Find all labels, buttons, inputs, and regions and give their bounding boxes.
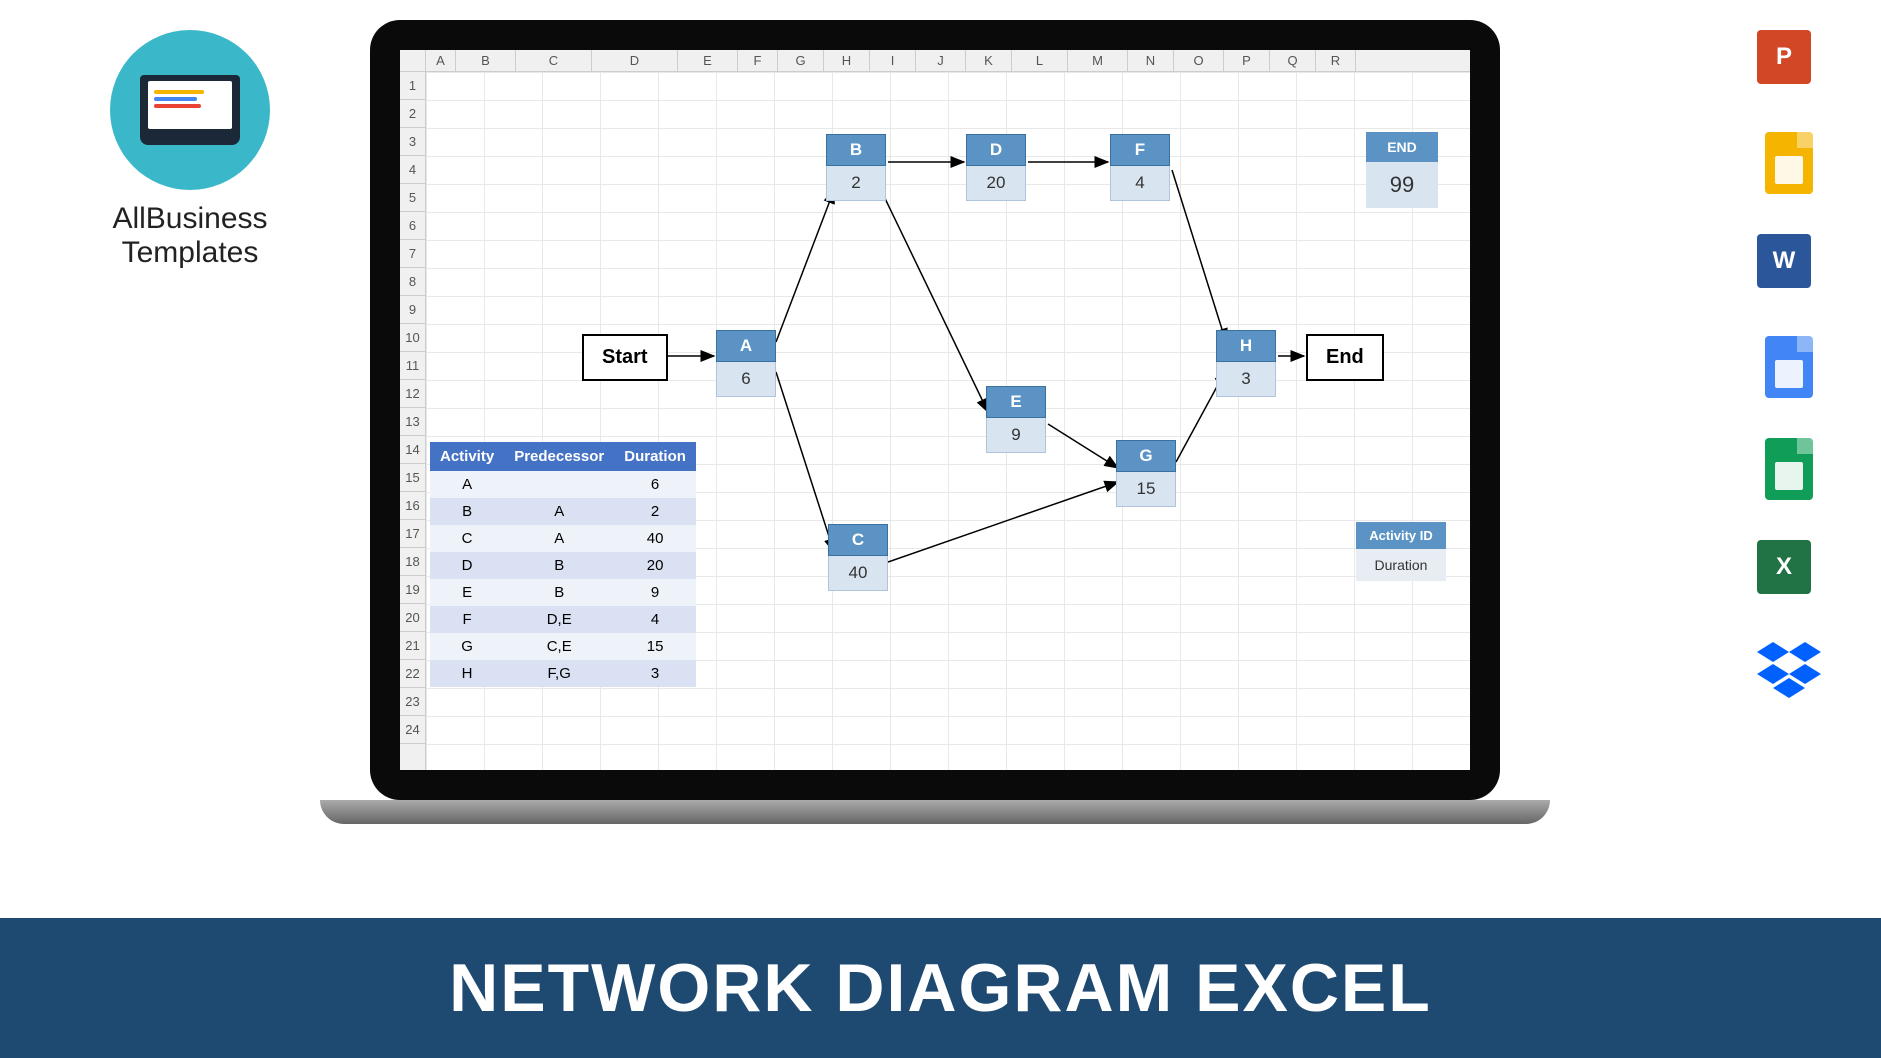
col-header: R <box>1316 50 1356 71</box>
file-format-icons: P W X <box>1757 30 1821 706</box>
col-header: K <box>966 50 1012 71</box>
logo-circle-icon <box>110 30 270 190</box>
table-row: EB9 <box>430 579 696 606</box>
start-node: Start <box>582 334 668 381</box>
row-header: 24 <box>400 716 425 744</box>
col-header: Q <box>1270 50 1316 71</box>
column-headers: ABCDEFGHIJKLMNOPQR <box>400 50 1470 72</box>
row-header: 22 <box>400 660 425 688</box>
row-header: 19 <box>400 576 425 604</box>
col-header: D <box>592 50 678 71</box>
table-row: A6 <box>430 471 696 498</box>
laptop-base <box>320 800 1550 824</box>
row-header: 4 <box>400 156 425 184</box>
table-row: BA2 <box>430 498 696 525</box>
col-header: J <box>916 50 966 71</box>
activity-node-A: A6 <box>716 330 776 397</box>
brand-text: AllBusinessTemplates <box>80 202 300 270</box>
activity-node-D: D20 <box>966 134 1026 201</box>
end-node: End <box>1306 334 1384 381</box>
table-row: GC,E15 <box>430 633 696 660</box>
row-header: 15 <box>400 464 425 492</box>
laptop-frame: ABCDEFGHIJKLMNOPQR 123456789101112131415… <box>370 20 1500 800</box>
row-header: 1 <box>400 72 425 100</box>
row-header: 21 <box>400 632 425 660</box>
row-header: 18 <box>400 548 425 576</box>
row-header: 23 <box>400 688 425 716</box>
row-headers: 123456789101112131415161718192021222324 <box>400 72 426 770</box>
title-banner: NETWORK DIAGRAM EXCEL <box>0 918 1881 1058</box>
col-header: H <box>824 50 870 71</box>
table-header: Duration <box>614 442 696 471</box>
row-header: 13 <box>400 408 425 436</box>
row-header: 10 <box>400 324 425 352</box>
col-header: N <box>1128 50 1174 71</box>
activity-node-H: H3 <box>1216 330 1276 397</box>
col-header: P <box>1224 50 1270 71</box>
row-header: 6 <box>400 212 425 240</box>
excel-icon: X <box>1757 540 1821 604</box>
row-header: 7 <box>400 240 425 268</box>
row-header: 20 <box>400 604 425 632</box>
activity-node-E: E9 <box>986 386 1046 453</box>
activity-node-G: G15 <box>1116 440 1176 507</box>
col-header: O <box>1174 50 1224 71</box>
legend-block: Activity ID Duration <box>1356 522 1446 581</box>
col-header: L <box>1012 50 1068 71</box>
slides-icon <box>1757 132 1821 196</box>
col-header: A <box>426 50 456 71</box>
activity-node-B: B2 <box>826 134 886 201</box>
col-header: F <box>738 50 778 71</box>
table-row: HF,G3 <box>430 660 696 687</box>
row-header: 2 <box>400 100 425 128</box>
powerpoint-icon: P <box>1757 30 1821 94</box>
sheets-icon <box>1757 438 1821 502</box>
col-header: M <box>1068 50 1128 71</box>
end-summary-block: END 99 <box>1366 132 1438 208</box>
dropbox-icon <box>1757 642 1821 706</box>
row-header: 14 <box>400 436 425 464</box>
row-header: 9 <box>400 296 425 324</box>
row-header: 5 <box>400 184 425 212</box>
table-row: DB20 <box>430 552 696 579</box>
table-row: FD,E4 <box>430 606 696 633</box>
table-header: Predecessor <box>504 442 614 471</box>
table-header: Activity <box>430 442 504 471</box>
row-header: 8 <box>400 268 425 296</box>
col-header: B <box>456 50 516 71</box>
excel-screen: ABCDEFGHIJKLMNOPQR 123456789101112131415… <box>400 50 1470 770</box>
row-header: 3 <box>400 128 425 156</box>
row-header: 12 <box>400 380 425 408</box>
row-header: 16 <box>400 492 425 520</box>
table-row: CA40 <box>430 525 696 552</box>
col-header: C <box>516 50 592 71</box>
activity-node-F: F4 <box>1110 134 1170 201</box>
col-header: E <box>678 50 738 71</box>
docs-icon <box>1757 336 1821 400</box>
row-header: 11 <box>400 352 425 380</box>
col-header: I <box>870 50 916 71</box>
activity-table: ActivityPredecessorDuration A6BA2CA40DB2… <box>430 442 696 687</box>
grid-area: Start End A6 B2 C40 D20 E9 F4 G15 H3 END 99 Act… <box>426 72 1470 770</box>
word-icon: W <box>1757 234 1821 298</box>
col-header: G <box>778 50 824 71</box>
activity-node-C: C40 <box>828 524 888 591</box>
row-header: 17 <box>400 520 425 548</box>
brand-logo: AllBusinessTemplates <box>80 30 300 270</box>
